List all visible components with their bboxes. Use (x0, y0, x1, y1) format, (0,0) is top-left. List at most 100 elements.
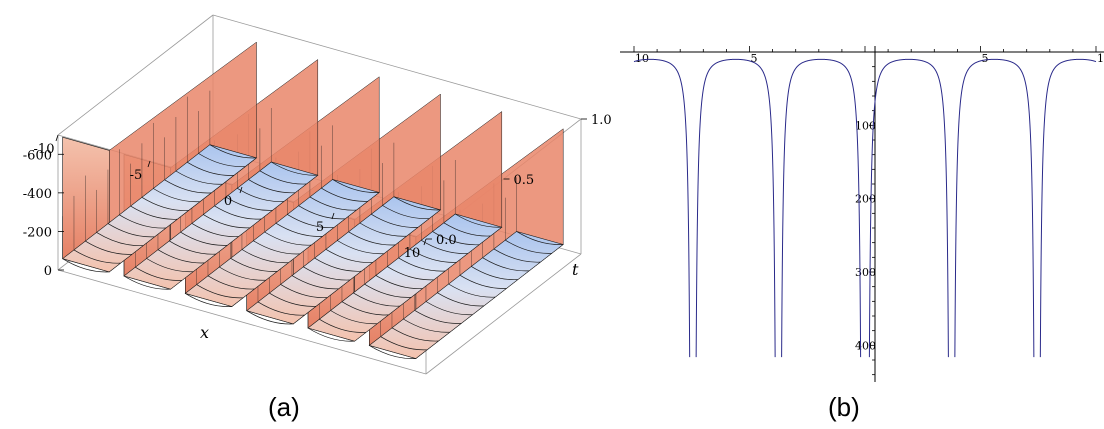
mesh-line (387, 266, 434, 281)
mesh-line (409, 248, 457, 263)
mesh-line (471, 266, 518, 280)
mesh-line (191, 223, 239, 237)
mesh-line (432, 231, 480, 246)
mesh-line (169, 240, 216, 255)
t-tick-label: 1.0 (591, 113, 612, 128)
mesh-line (141, 197, 189, 211)
mesh-line (225, 196, 273, 211)
x-tick-label: 10 (635, 52, 649, 65)
mesh-line (180, 231, 228, 246)
mesh-line (164, 179, 212, 194)
mesh-line (73, 249, 121, 264)
series-line (633, 58, 1097, 358)
mesh-line (371, 213, 418, 228)
panel-b-line-plot: 10 5 5 10 100 200 300 400 (620, 46, 1104, 382)
mesh-line (380, 336, 428, 351)
mesh-line (482, 257, 530, 272)
mesh-line (303, 266, 350, 281)
caption-a: (a) (268, 392, 300, 422)
mesh-line (241, 249, 289, 264)
mesh-line (443, 222, 491, 237)
mesh-line (353, 292, 400, 307)
mesh-line (230, 258, 278, 272)
mesh-line (375, 275, 423, 289)
mesh-line (198, 153, 246, 168)
y-tick-label: 100 (855, 119, 876, 132)
mesh-line (337, 240, 384, 255)
mesh-line (107, 223, 155, 238)
z-tick-label: 0 (44, 264, 52, 279)
mesh-line (493, 248, 541, 263)
mesh-line (130, 205, 178, 220)
mesh-line (291, 275, 339, 290)
mesh-line (382, 205, 430, 220)
mesh-line (85, 240, 132, 255)
mesh-line (187, 161, 234, 176)
mesh-line (157, 249, 205, 264)
mesh-line (248, 179, 296, 194)
y-tick-label: 400 (855, 339, 876, 352)
mesh-line (359, 222, 407, 237)
mesh-line (203, 214, 250, 229)
t-tick-label: 0.0 (436, 233, 457, 248)
x-axis-label: x (200, 323, 209, 342)
x-tick-label: -5 (130, 168, 143, 183)
mesh-line (271, 161, 318, 176)
x-tick-label: 5 (751, 52, 758, 65)
mesh-line (348, 231, 396, 246)
mesh-line (403, 318, 450, 333)
mesh-line (459, 274, 507, 289)
x-tick (423, 238, 427, 246)
mesh-line (330, 310, 378, 325)
mesh-line (309, 196, 357, 211)
axis-ticks: 0 -200 -400 -600-10 -5 0 5 10 0.0 0.5 1.0 (23, 113, 612, 279)
mesh-line (153, 188, 200, 203)
mesh-line (414, 310, 462, 324)
mesh-line (119, 214, 166, 229)
t-tick-label: 0.5 (514, 173, 535, 188)
mesh-line (96, 232, 144, 246)
z-tick-label: -600 (23, 148, 52, 163)
mesh-line (280, 284, 328, 298)
x-tick-label: 5 (982, 52, 989, 65)
mesh-line (175, 170, 223, 185)
mesh-line (321, 187, 368, 202)
mesh-line (298, 205, 346, 220)
mesh-line (146, 258, 194, 273)
mesh-line (253, 240, 300, 255)
box-edge (212, 14, 582, 120)
mesh-line (275, 222, 323, 237)
y-tick-label: 200 (855, 193, 876, 206)
mesh-line (207, 275, 255, 290)
mesh-line (135, 266, 182, 281)
x-tick-label: -10 (34, 142, 55, 157)
mesh-line (214, 205, 262, 220)
mesh-line (259, 170, 307, 185)
mesh-line (391, 327, 439, 342)
series-curve (633, 58, 1097, 358)
x-tick-label: 5 (316, 220, 324, 235)
axis-labels: x t (200, 260, 579, 342)
mesh-line (123, 275, 171, 290)
mesh-line (314, 257, 362, 272)
mesh-line (325, 249, 373, 263)
x-tick (147, 160, 151, 168)
mesh-line (246, 310, 294, 325)
mesh-line (185, 293, 232, 307)
mesh-line (196, 284, 244, 299)
mesh-line (209, 144, 257, 159)
mesh-line (364, 283, 412, 298)
panel-a-surface-plot: 0 -200 -400 -600-10 -5 0 5 10 0.0 0.5 1.0 x t (23, 14, 612, 375)
mesh-line (257, 301, 305, 316)
y-tick-label: 300 (855, 266, 876, 279)
box-edge (425, 253, 582, 375)
t-axis-label: t (572, 260, 579, 279)
mesh-line (332, 179, 380, 193)
x-tick (239, 186, 243, 194)
mesh-line (505, 239, 552, 254)
mesh-line (437, 292, 484, 307)
mesh-line (287, 214, 334, 228)
mesh-line (219, 266, 266, 281)
mesh-line (398, 257, 446, 272)
mesh-line (269, 292, 316, 307)
